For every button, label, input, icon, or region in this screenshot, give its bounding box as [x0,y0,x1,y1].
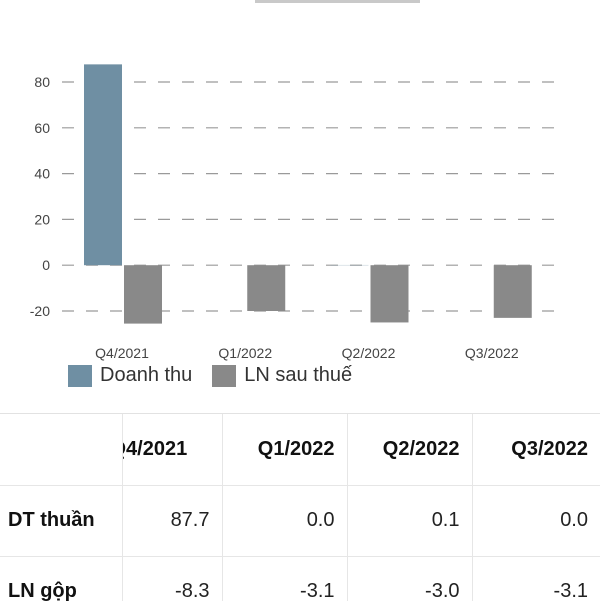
x-tick-label: Q3/2022 [465,345,519,361]
bar-ln-sau-thue [494,265,532,318]
legend-swatch-ln-sau-thue [212,365,236,387]
bar-ln-sau-thue [371,265,409,322]
table-row: DT thuần 87.7 0.0 0.1 0.0 [0,485,600,556]
legend-item-ln-sau-thue[interactable]: LN sau thuế [212,364,352,387]
financial-table: Q4/2021 Q1/2022 Q2/2022 Q3/2022 DT thuần… [0,413,600,601]
row-label: DT thuần [0,485,122,556]
tab-indicator [255,0,420,3]
bar-ln-sau-thue [247,265,285,311]
legend-swatch-doanh-thu [68,365,92,387]
bar-doanh-thu [84,64,122,265]
chart-legend: Doanh thu LN sau thuế [68,364,372,387]
table-cell: 0.1 [347,485,472,556]
legend-label-doanh-thu: Doanh thu [100,364,192,387]
table-header-period: Q3/2022 [472,414,600,485]
table-cell: 87.7 [122,485,222,556]
y-tick-label: 60 [34,120,50,136]
y-tick-label: 40 [34,166,50,182]
table-cell: -8.3 [122,556,222,601]
x-tick-label: Q4/2021 [95,345,149,361]
y-tick-label: 0 [42,257,50,273]
table-cell: -3.0 [347,556,472,601]
legend-label-ln-sau-thue: LN sau thuế [244,364,352,387]
y-tick-label: 80 [34,74,50,90]
x-tick-label: Q1/2022 [218,345,272,361]
legend-item-doanh-thu[interactable]: Doanh thu [68,364,192,387]
table-header-period: Q4/2021 [122,414,222,485]
table-cell: -3.1 [222,556,347,601]
bar-chart: 80 60 40 20 0 -20 Q4/2021 Q1/2022 Q2/2022 Q3/2022 [0,40,600,370]
table-cell: 0.0 [222,485,347,556]
table-header-empty [0,414,122,485]
x-tick-label: Q2/2022 [342,345,396,361]
table-row: LN gộp -8.3 -3.1 -3.0 -3.1 [0,556,600,601]
bar-ln-sau-thue [124,265,162,323]
y-tick-label: -20 [30,303,50,319]
table-header-period: Q1/2022 [222,414,347,485]
y-tick-label: 20 [34,211,50,227]
row-label: LN gộp [0,556,122,601]
table-header-row: Q4/2021 Q1/2022 Q2/2022 Q3/2022 [0,414,600,485]
table-cell: 0.0 [472,485,600,556]
table-header-period: Q2/2022 [347,414,472,485]
table-cell: -3.1 [472,556,600,601]
